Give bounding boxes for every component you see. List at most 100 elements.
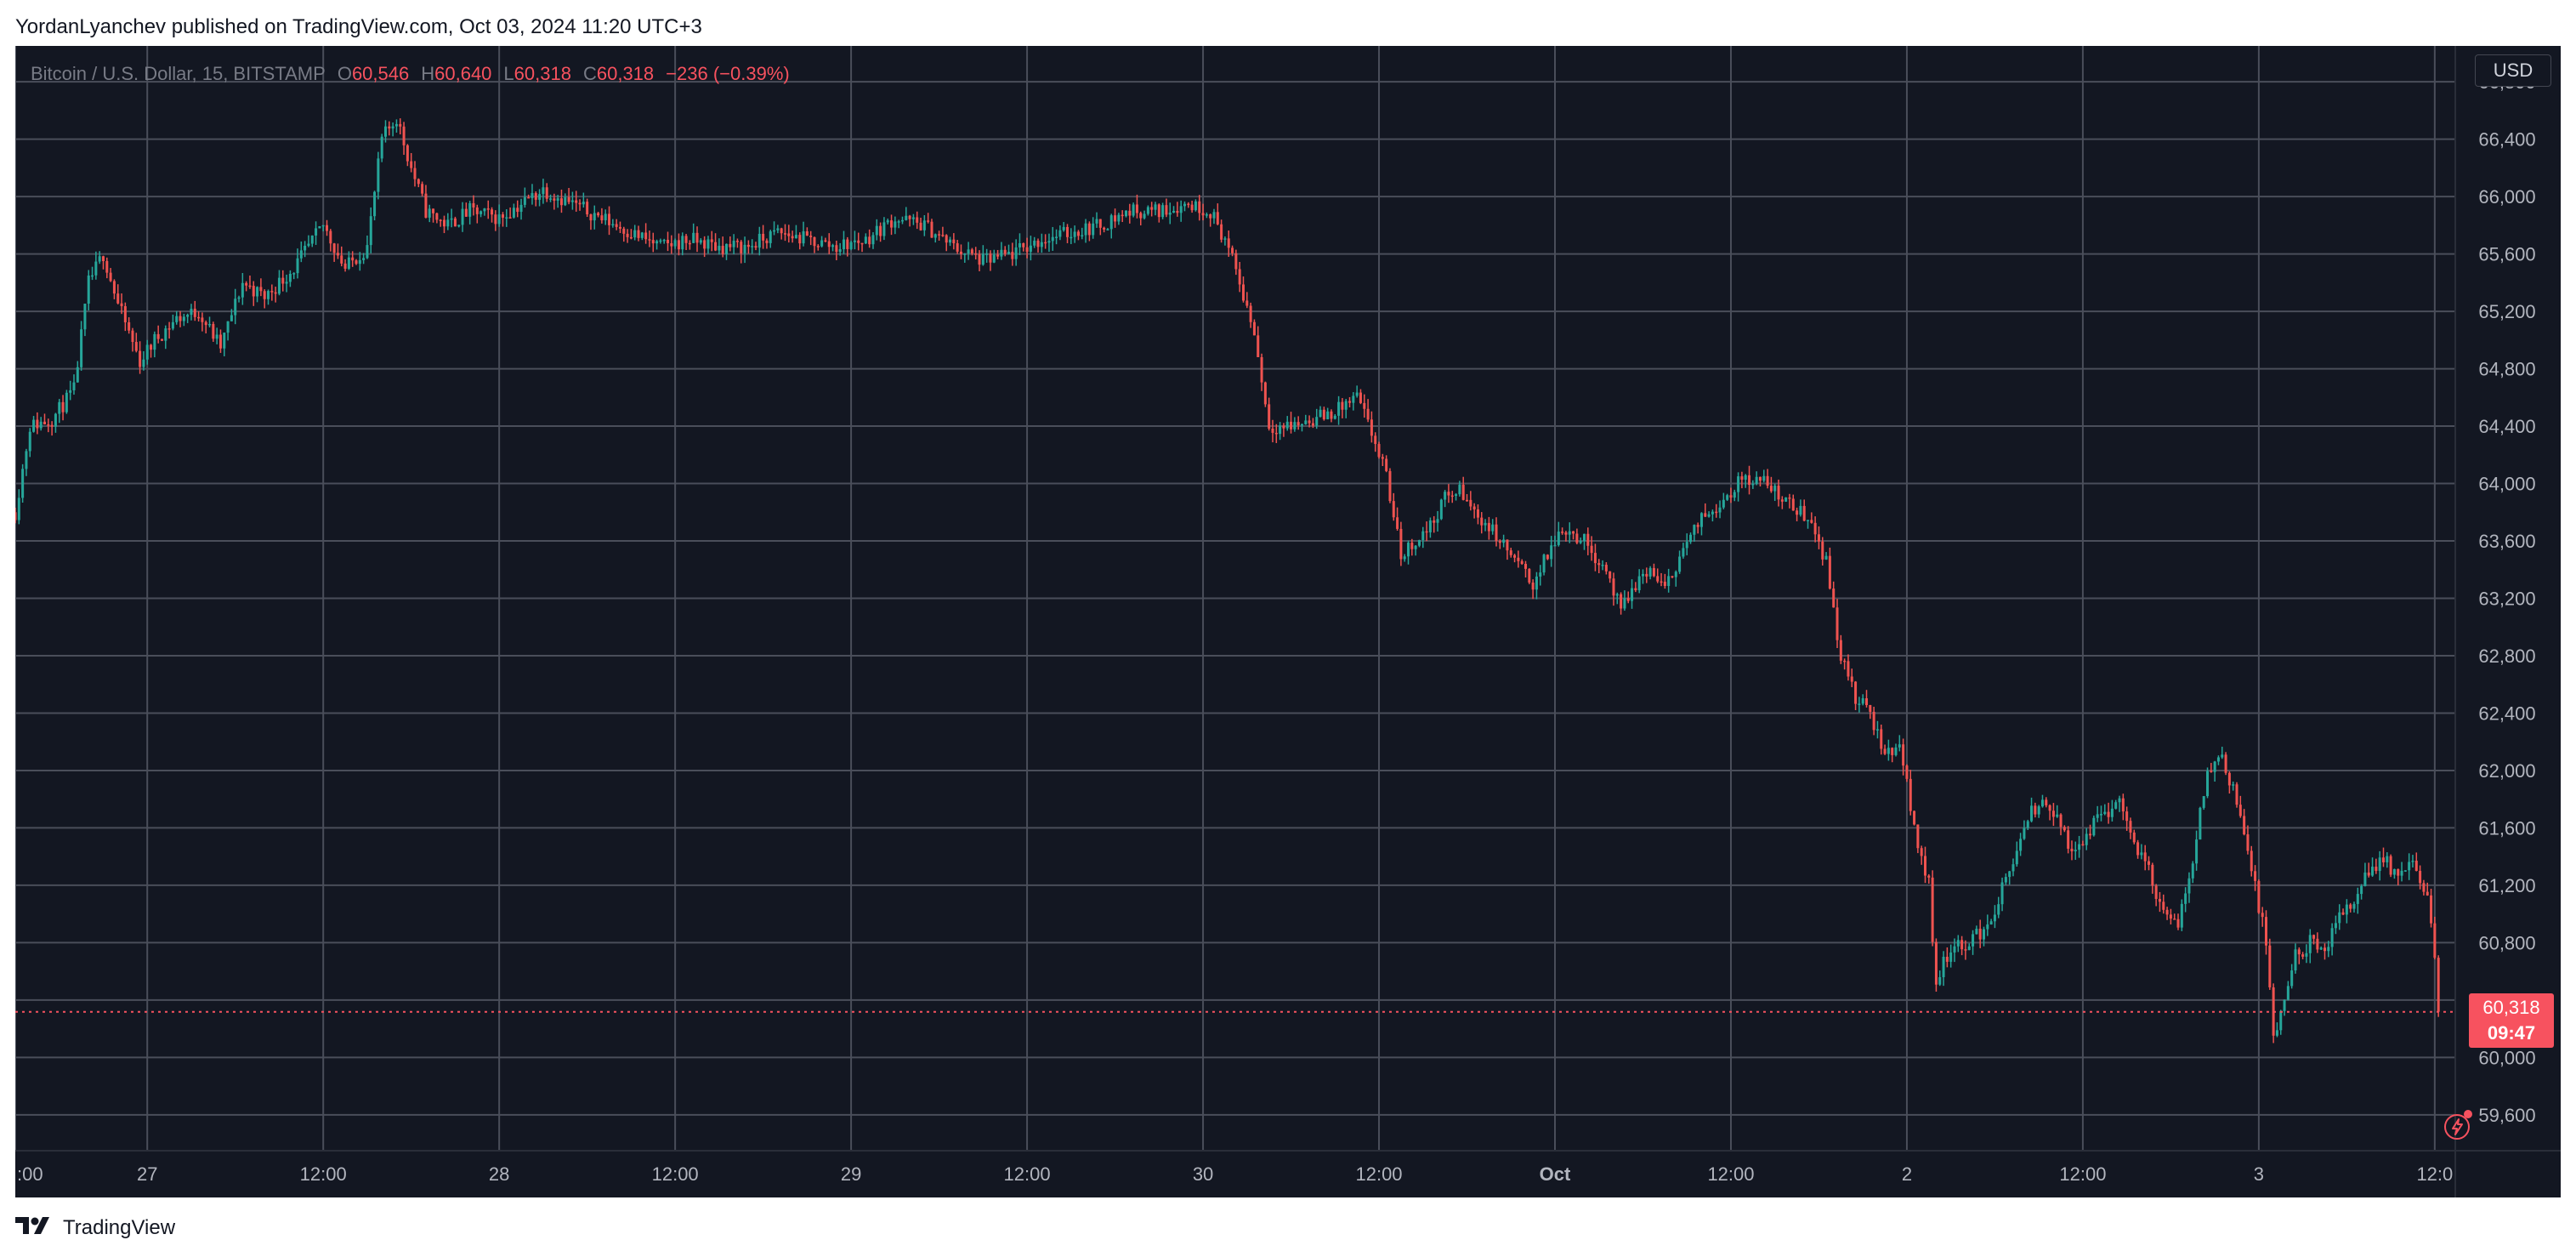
candle-body xyxy=(1403,556,1406,560)
currency-button[interactable]: USD xyxy=(2475,54,2551,87)
candle-body xyxy=(2136,842,2140,856)
candle-body xyxy=(1290,421,1293,429)
candle-body xyxy=(1824,555,1828,560)
candle-body xyxy=(1135,204,1138,213)
candle-body xyxy=(472,202,475,208)
candle-body xyxy=(1263,382,1267,405)
candle-body xyxy=(1780,499,1784,502)
candle-body xyxy=(908,215,911,219)
candle-body xyxy=(735,241,739,242)
lightning-alert-icon[interactable] xyxy=(2442,1109,2474,1141)
candle-body xyxy=(1073,231,1076,237)
candle-body xyxy=(193,309,196,317)
candle-body xyxy=(1315,417,1319,426)
candle-body xyxy=(175,316,179,322)
bar-countdown: 09:47 xyxy=(2487,1022,2536,1044)
candle-body xyxy=(1421,531,1425,540)
candle-body xyxy=(2063,827,2066,831)
candle-body xyxy=(2430,895,2433,924)
candle-body xyxy=(791,236,794,239)
candle-body xyxy=(2148,861,2151,865)
candle-body xyxy=(2056,814,2059,817)
candle-body xyxy=(2250,850,2253,872)
candle-body xyxy=(2143,852,2147,862)
candle-body xyxy=(2246,834,2250,851)
candle-body xyxy=(1330,411,1333,419)
candle-body xyxy=(2367,872,2370,876)
candle-body xyxy=(2238,805,2242,816)
candle-body xyxy=(2040,799,2044,807)
candle-body xyxy=(714,242,718,251)
candle-body xyxy=(692,232,695,243)
candle-body xyxy=(109,272,112,282)
candle-body xyxy=(1623,598,1626,609)
candle-body xyxy=(1216,212,1219,225)
candle-body xyxy=(1956,940,1960,947)
symbol-title[interactable]: Bitcoin / U.S. Dollar, 15, BITSTAMP xyxy=(31,63,326,84)
candle-body xyxy=(743,244,746,253)
candle-body xyxy=(905,215,908,220)
candle-body xyxy=(1509,550,1512,555)
candle-body xyxy=(857,240,860,243)
candle-body xyxy=(1491,524,1495,532)
candle-body xyxy=(1348,401,1352,403)
candle-body xyxy=(304,245,307,251)
candle-body xyxy=(1854,681,1858,704)
candle-body xyxy=(2411,861,2414,862)
candle-body xyxy=(105,261,109,273)
candle-body xyxy=(1003,249,1007,254)
candle-body xyxy=(2085,833,2088,845)
candle-body xyxy=(802,230,805,244)
candle-body xyxy=(1194,201,1197,211)
candle-series xyxy=(15,118,2440,1044)
candle-body xyxy=(729,243,732,247)
tradingview-brand[interactable]: TradingView xyxy=(15,1211,175,1245)
candle-body xyxy=(1744,475,1747,481)
candle-body xyxy=(879,225,882,236)
chart-panel[interactable]: 59,60060,00060,40060,80061,20061,60062,0… xyxy=(15,46,2561,1197)
candle-body xyxy=(2319,947,2323,950)
high-label: H xyxy=(421,63,435,84)
candle-body xyxy=(2140,852,2143,856)
price-axis[interactable]: 59,60060,00060,40060,80061,20061,60062,0… xyxy=(2478,71,2535,1126)
candle-body xyxy=(1455,494,1458,497)
price-tick-label: 62,400 xyxy=(2478,702,2535,724)
candle-body xyxy=(2132,832,2136,843)
candle-body xyxy=(383,126,388,137)
candle-body xyxy=(201,317,204,322)
candle-body xyxy=(809,236,813,237)
candle-body xyxy=(1575,533,1579,543)
candle-body xyxy=(1920,848,1923,856)
candlestick-chart[interactable]: 59,60060,00060,40060,80061,20061,60062,0… xyxy=(15,46,2561,1197)
candle-body xyxy=(648,239,651,241)
candle-body xyxy=(1271,429,1274,433)
candle-body xyxy=(2096,814,2099,818)
candle-body xyxy=(1241,284,1245,301)
candle-body xyxy=(128,321,131,331)
time-axis[interactable]: :00 27 12:00 28 12:00 29 12:00 30 12:00 Oct 12:00 2… xyxy=(17,1163,2453,1185)
candle-body xyxy=(586,202,589,215)
candle-body xyxy=(2114,802,2118,809)
candle-body xyxy=(1257,335,1260,357)
candle-body xyxy=(835,245,838,253)
candle-body xyxy=(941,235,945,236)
candle-body xyxy=(1784,497,1788,502)
candle-body xyxy=(43,421,47,425)
candle-body xyxy=(780,228,783,234)
time-tick-label: 2 xyxy=(1902,1163,1912,1185)
candle-body xyxy=(1044,242,1047,244)
candle-body xyxy=(582,202,585,205)
candle-body xyxy=(911,217,915,219)
candle-body xyxy=(2297,949,2301,955)
candle-body xyxy=(182,316,185,321)
candle-body xyxy=(1813,522,1817,535)
candle-body xyxy=(171,321,174,329)
candle-body xyxy=(2381,857,2385,862)
candle-body xyxy=(890,220,894,228)
candle-body xyxy=(930,221,933,238)
candle-body xyxy=(399,123,402,127)
candle-body xyxy=(868,236,871,245)
candle-body xyxy=(894,221,897,228)
candle-body xyxy=(2000,882,2004,905)
candle-body xyxy=(1960,940,1964,950)
